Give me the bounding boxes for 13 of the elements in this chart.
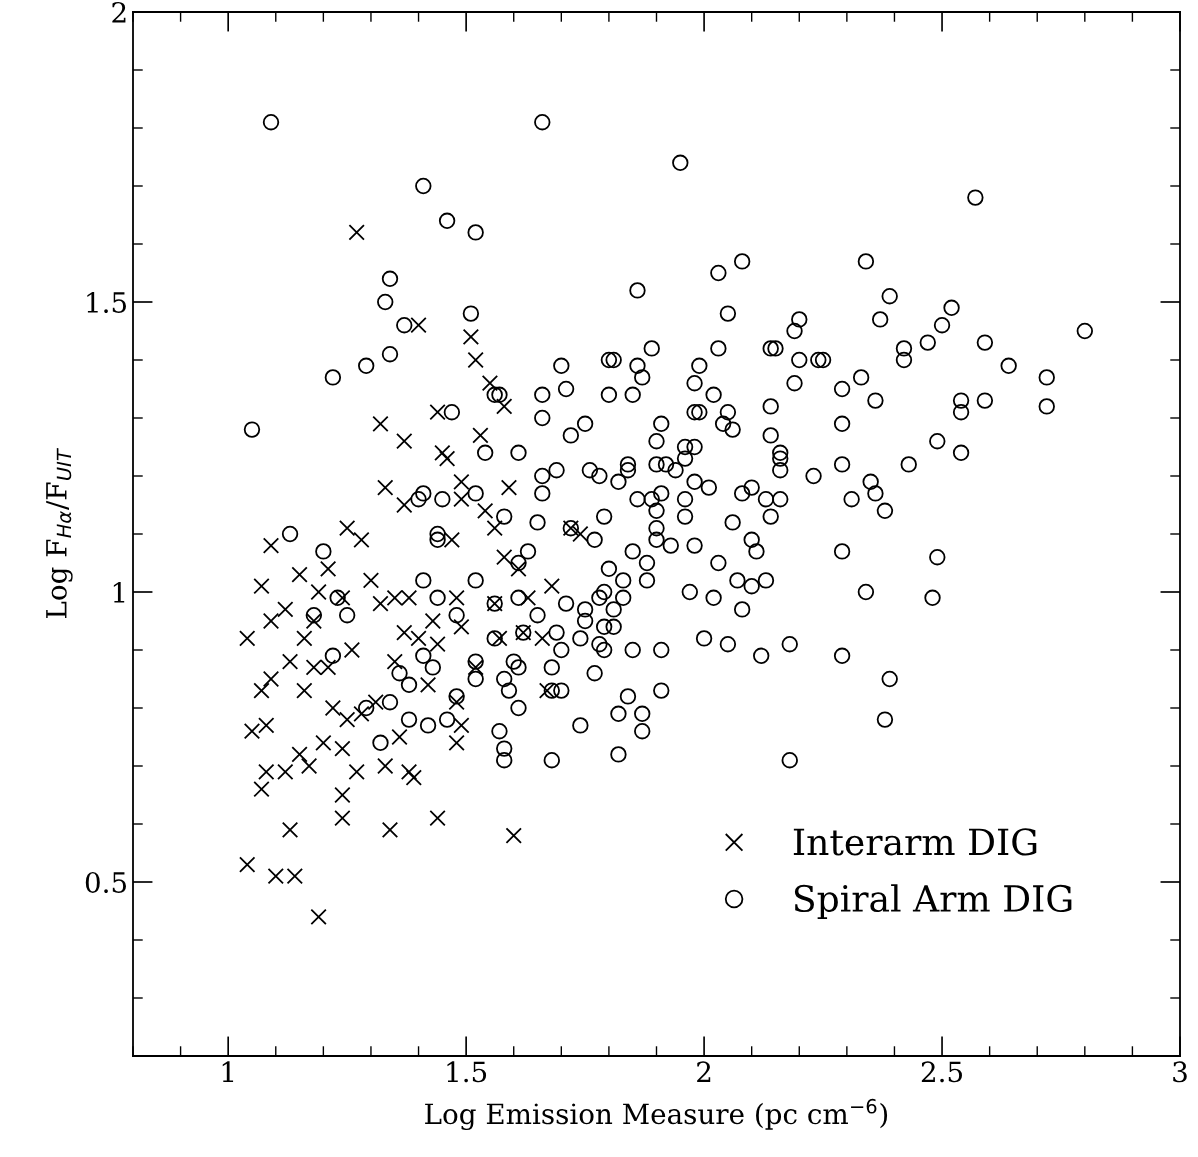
legend-label: Spiral Arm DIG [794, 884, 1072, 920]
x-tick-label: 2 [697, 1061, 711, 1082]
x-axis-title: Log Emission Measure (pc cm$^{−6}$) [425, 1098, 888, 1131]
y-tick-label: 0.5 [85, 871, 126, 893]
y-axis-title: Log F$_{Hα}$/F$_{UIT}$ [46, 448, 73, 619]
x-tick-label: 3 [1173, 1061, 1187, 1083]
x-tick-label: 2.5 [921, 1061, 962, 1083]
legend-label: Interarm DIG [793, 828, 1037, 856]
y-tick-label: 1.5 [87, 291, 126, 313]
y-tick-label: 1 [113, 581, 125, 603]
x-tick-label: 1.5 [447, 1061, 487, 1083]
y-tick-label: 2 [112, 1, 126, 23]
x-tick-label: 1 [222, 1061, 234, 1082]
